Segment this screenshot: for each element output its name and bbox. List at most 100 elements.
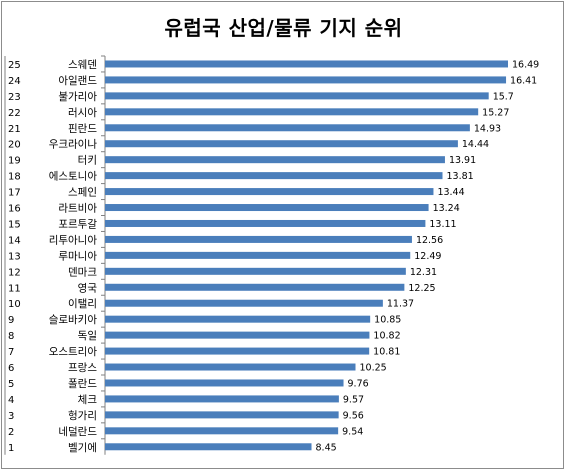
bar xyxy=(105,299,383,307)
data-label: 12.31 xyxy=(410,267,437,278)
data-label: 9.76 xyxy=(348,378,369,389)
data-label: 12.49 xyxy=(414,251,441,262)
rank-label: 21 xyxy=(8,124,21,135)
category-label: 네덜란드 xyxy=(58,426,97,438)
data-label: 10.81 xyxy=(373,347,400,358)
rank-label: 2 xyxy=(8,427,14,438)
bar xyxy=(105,60,508,68)
category-label: 리투아니아 xyxy=(49,234,98,246)
bar xyxy=(105,108,479,116)
rank-label: 16 xyxy=(8,204,21,215)
data-label: 9.54 xyxy=(342,426,363,437)
category-label: 러시아 xyxy=(68,107,97,119)
rank-label: 17 xyxy=(8,188,21,199)
bar xyxy=(105,156,445,164)
category-label: 영국 xyxy=(78,282,98,294)
data-label: 13.91 xyxy=(449,155,476,166)
bar xyxy=(105,283,405,291)
rank-label: 23 xyxy=(8,92,21,103)
category-label: 폴란드 xyxy=(68,378,97,390)
bar xyxy=(105,363,356,371)
rank-label: 19 xyxy=(8,156,21,167)
category-label: 체크 xyxy=(78,394,98,406)
chart-title: 유럽국 산업/물류 기지 순위 xyxy=(164,16,403,40)
data-label: 13.11 xyxy=(429,219,456,230)
rank-label: 7 xyxy=(8,347,14,358)
category-label: 루마니아 xyxy=(58,250,97,262)
data-label: 16.41 xyxy=(510,75,537,86)
rank-label: 22 xyxy=(8,108,21,119)
data-label: 10.85 xyxy=(374,315,401,326)
category-label: 스웨덴 xyxy=(68,59,97,71)
data-label: 9.57 xyxy=(343,394,364,405)
data-label: 9.56 xyxy=(343,410,364,421)
data-label: 16.49 xyxy=(512,59,539,70)
category-label: 스페인 xyxy=(68,187,97,199)
data-label: 11.37 xyxy=(387,299,414,310)
rank-label: 18 xyxy=(8,172,21,183)
category-label: 라트비아 xyxy=(58,203,97,215)
rank-label: 20 xyxy=(8,140,21,151)
category-label: 벨기에 xyxy=(68,442,97,454)
bar xyxy=(105,395,339,403)
bar xyxy=(105,379,344,387)
rank-label: 10 xyxy=(8,299,21,310)
bar xyxy=(105,204,429,212)
rank-label: 5 xyxy=(8,379,14,390)
bar xyxy=(105,172,443,180)
category-label: 독일 xyxy=(78,329,97,342)
bar xyxy=(105,251,411,259)
data-label: 8.45 xyxy=(316,442,337,453)
data-label: 13.44 xyxy=(437,187,464,198)
category-axis: 스웨덴아일랜드불가리아러시아핀란드우크라이나터키에스토니아스페인라트비아포르투갈… xyxy=(4,55,106,455)
category-label: 터키 xyxy=(78,155,97,167)
data-label: 14.44 xyxy=(462,139,489,150)
bar xyxy=(105,267,406,275)
category-label: 아일랜드 xyxy=(58,74,97,87)
category-label: 프랑스 xyxy=(68,362,97,374)
bar xyxy=(105,92,489,100)
rank-label: 11 xyxy=(8,283,21,294)
rank-label: 9 xyxy=(8,315,14,326)
bar xyxy=(105,140,458,148)
category-label: 오스트리아 xyxy=(49,346,98,358)
bar xyxy=(105,347,370,355)
rank-label: 4 xyxy=(8,395,14,406)
rank-label: 3 xyxy=(8,411,14,422)
bar xyxy=(105,219,426,227)
category-label: 핀란드 xyxy=(68,123,97,135)
bar xyxy=(105,331,370,339)
rank-label: 24 xyxy=(8,76,21,87)
rank-column: 2524232221201918171615141312111098765432… xyxy=(8,60,21,454)
bar xyxy=(105,315,371,323)
data-label: 10.82 xyxy=(373,331,400,342)
rank-label: 12 xyxy=(8,267,21,278)
rank-label: 8 xyxy=(8,331,14,342)
data-label: 14.93 xyxy=(474,123,501,134)
category-label: 슬로바키아 xyxy=(49,314,98,326)
category-label: 이탤리 xyxy=(68,298,97,310)
data-label: 12.25 xyxy=(408,283,435,294)
bar xyxy=(105,427,339,435)
rank-label: 6 xyxy=(8,363,14,374)
bar xyxy=(105,411,339,419)
bar xyxy=(105,235,412,243)
bar xyxy=(105,188,434,196)
data-label: 13.81 xyxy=(447,171,474,182)
bar xyxy=(105,76,507,84)
bars: 16.49 16.41 15.7 15.27 14.93 14.44 13.91 13.81 1… xyxy=(105,59,539,453)
category-label: 헝가리 xyxy=(68,410,97,422)
bar xyxy=(105,443,312,451)
data-label: 15.27 xyxy=(482,107,509,118)
category-label: 에스토니아 xyxy=(49,171,98,183)
data-label: 12.56 xyxy=(416,235,443,246)
category-label: 불가리아 xyxy=(58,91,97,103)
rank-label: 15 xyxy=(8,219,21,230)
rank-label: 14 xyxy=(8,235,21,246)
data-label: 10.25 xyxy=(360,363,387,374)
category-label: 덴마크 xyxy=(68,266,97,278)
category-label: 포르투갈 xyxy=(58,217,97,230)
rank-label: 1 xyxy=(8,443,14,454)
bar xyxy=(105,124,470,132)
